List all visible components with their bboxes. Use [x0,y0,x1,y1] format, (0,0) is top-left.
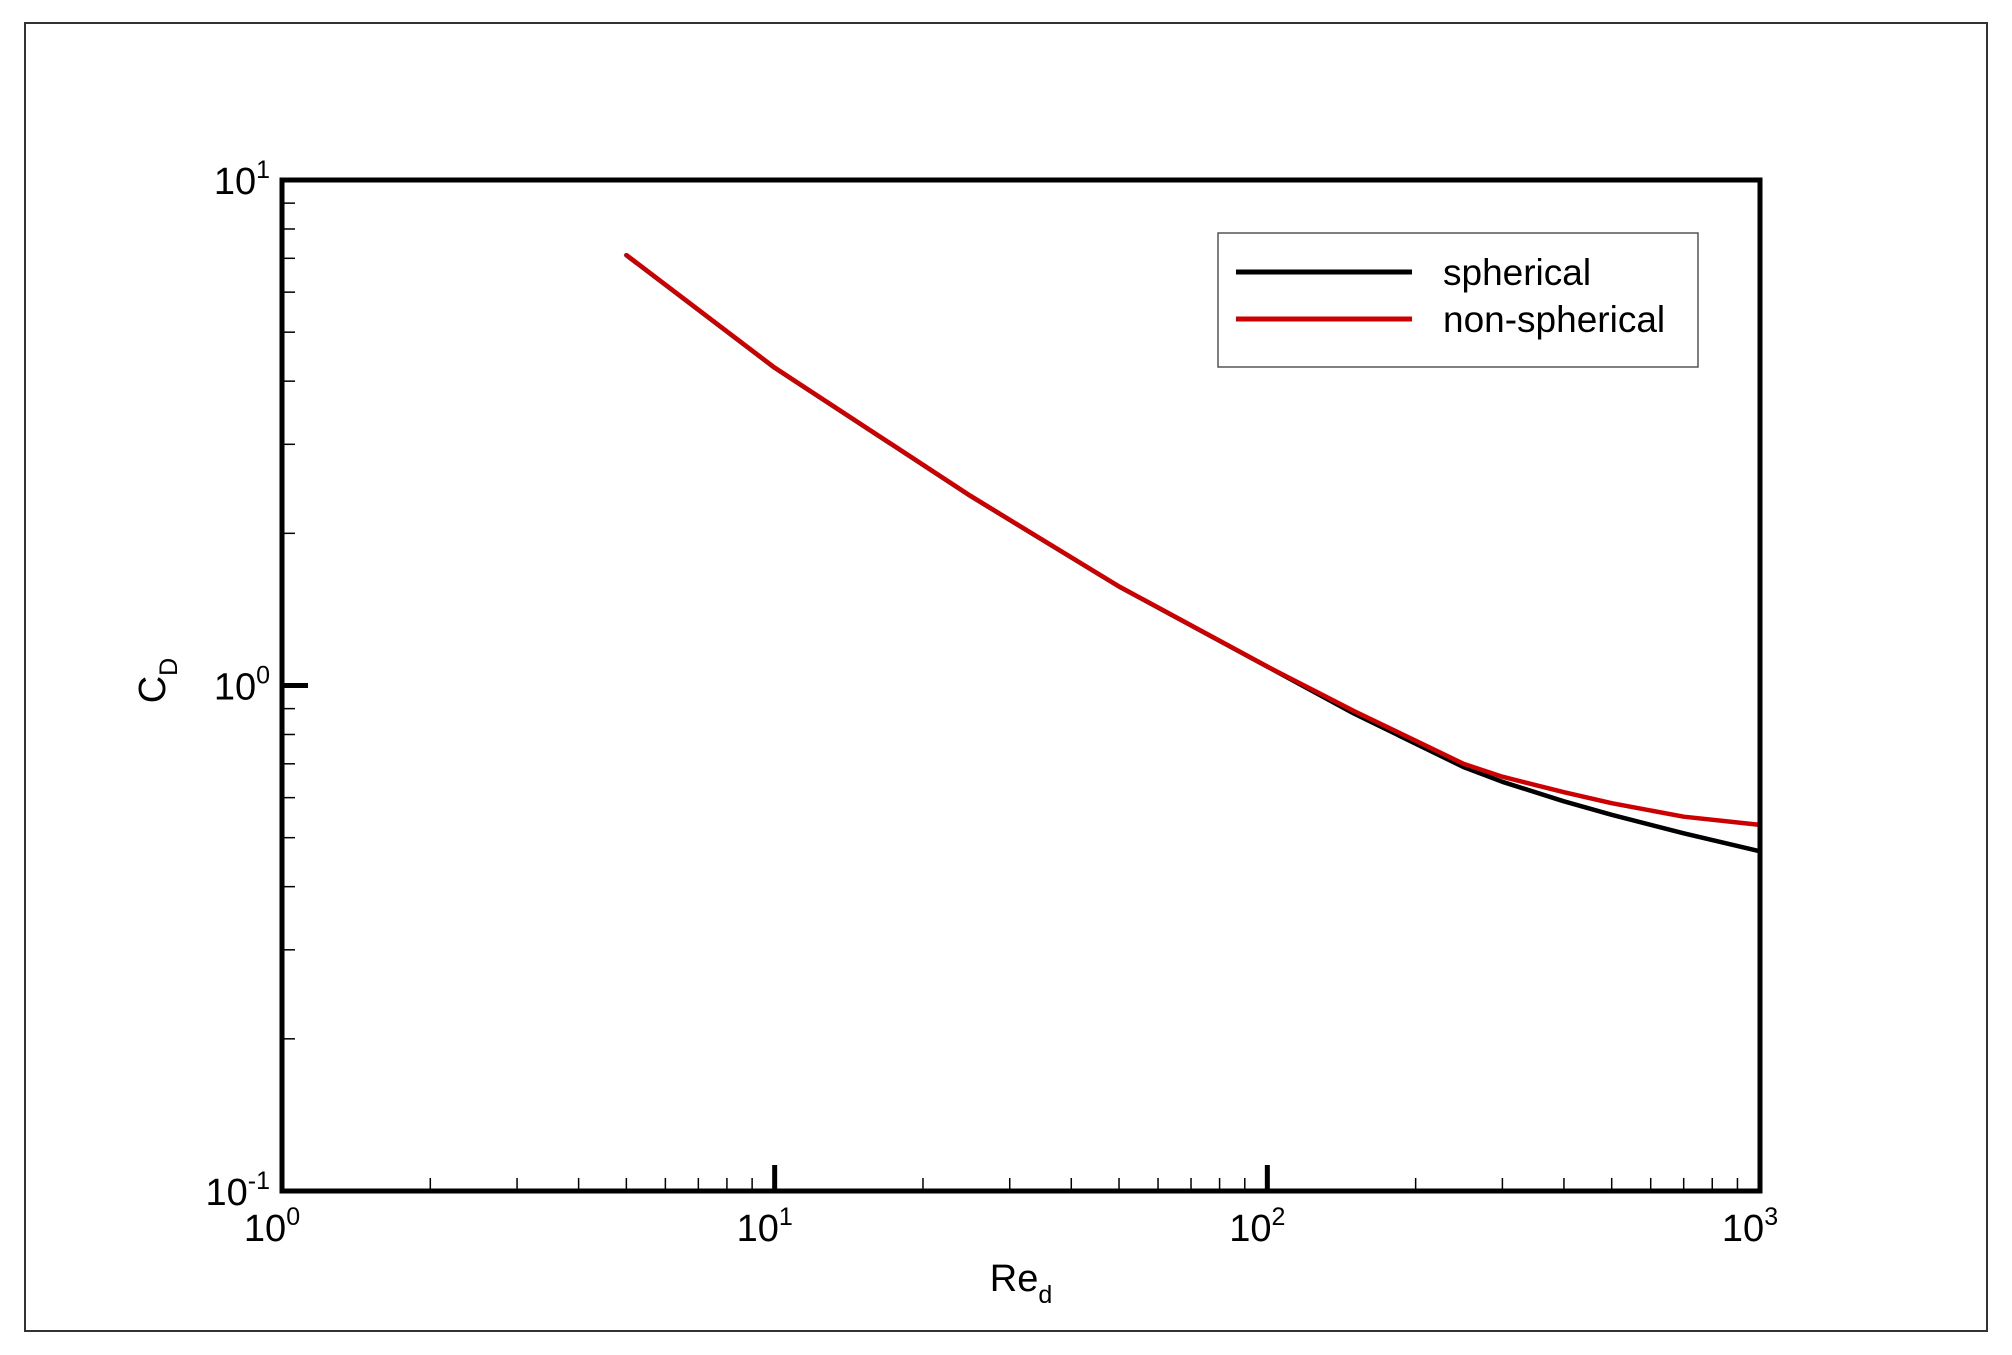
y-tick-label: 10-1 [205,1167,270,1214]
y-tick-label-exp: 1 [256,156,270,184]
y-axis-label: CD [132,658,183,704]
y-tick-label-exp: -1 [248,1167,270,1195]
x-tick-label-exp: 1 [779,1203,793,1231]
x-axis-label-main: Re [990,1258,1039,1300]
legend: spherical non-spherical [1217,232,1699,368]
y-tick-label-exp: 0 [256,662,270,690]
x-tick-label-base: 10 [737,1208,779,1250]
y-tick-label-base: 10 [205,1172,247,1214]
y-axis-label-main: C [132,676,174,703]
x-tick-label: 100 [244,1203,300,1250]
series-line-non-spherical [624,252,1763,828]
x-tick-label-base: 10 [1722,1208,1764,1250]
series-layer [624,252,1763,854]
y-tick-label-base: 10 [214,161,256,203]
y-tick-label-base: 10 [214,667,256,709]
x-tick-label-exp: 0 [286,1203,300,1231]
x-tick-label: 102 [1229,1203,1285,1250]
y-tick-label: 100 [214,662,270,709]
x-tick-labels: 100 101 102 103 [244,1203,1778,1250]
x-tick-label: 103 [1722,1203,1778,1250]
x-tick-label-exp: 2 [1272,1203,1286,1231]
major-ticks [279,177,1763,1194]
x-axis-label: Red [990,1258,1052,1309]
x-tick-label-base: 10 [244,1208,286,1250]
legend-label-non-spherical: non-spherical [1443,299,1665,340]
legend-box [1217,232,1699,368]
y-tick-label: 101 [214,156,270,203]
x-tick-label: 101 [737,1203,793,1250]
y-axis-label-sub: D [155,658,183,676]
x-axis-label-sub: d [1038,1281,1052,1309]
x-tick-label-base: 10 [1229,1208,1271,1250]
x-tick-label-exp: 3 [1764,1203,1778,1231]
legend-label-spherical: spherical [1443,252,1591,293]
minor-ticks [282,202,1739,1191]
